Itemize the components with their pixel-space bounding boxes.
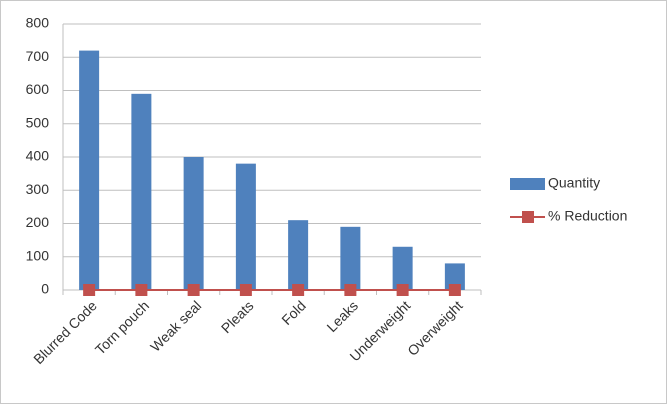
line-marker <box>239 284 252 296</box>
y-tick-label: 700 <box>26 48 50 64</box>
legend-label: % Reduction <box>548 208 627 224</box>
line-marker <box>135 284 148 296</box>
legend-marker <box>522 211 534 223</box>
line-marker <box>187 284 200 296</box>
bar <box>235 163 256 290</box>
bar <box>288 220 309 290</box>
bar <box>131 93 152 290</box>
line-marker <box>344 284 357 296</box>
line-marker <box>83 284 96 296</box>
y-tick-label: 300 <box>26 181 50 197</box>
bar <box>79 50 100 290</box>
legend-swatch <box>510 178 545 190</box>
bar <box>444 263 465 290</box>
y-tick-label: 0 <box>41 281 49 297</box>
bar <box>183 157 204 290</box>
legend-label: Quantity <box>548 175 600 191</box>
y-tick-label: 100 <box>26 247 50 263</box>
bar <box>392 246 413 290</box>
y-tick-label: 200 <box>26 214 50 230</box>
line-marker <box>448 284 461 296</box>
line-marker <box>396 284 409 296</box>
line-marker <box>292 284 305 296</box>
y-tick-label: 600 <box>26 81 50 97</box>
bar <box>340 226 361 290</box>
y-tick-label: 400 <box>26 148 50 164</box>
y-tick-label: 500 <box>26 114 50 130</box>
y-tick-label: 800 <box>26 15 50 31</box>
